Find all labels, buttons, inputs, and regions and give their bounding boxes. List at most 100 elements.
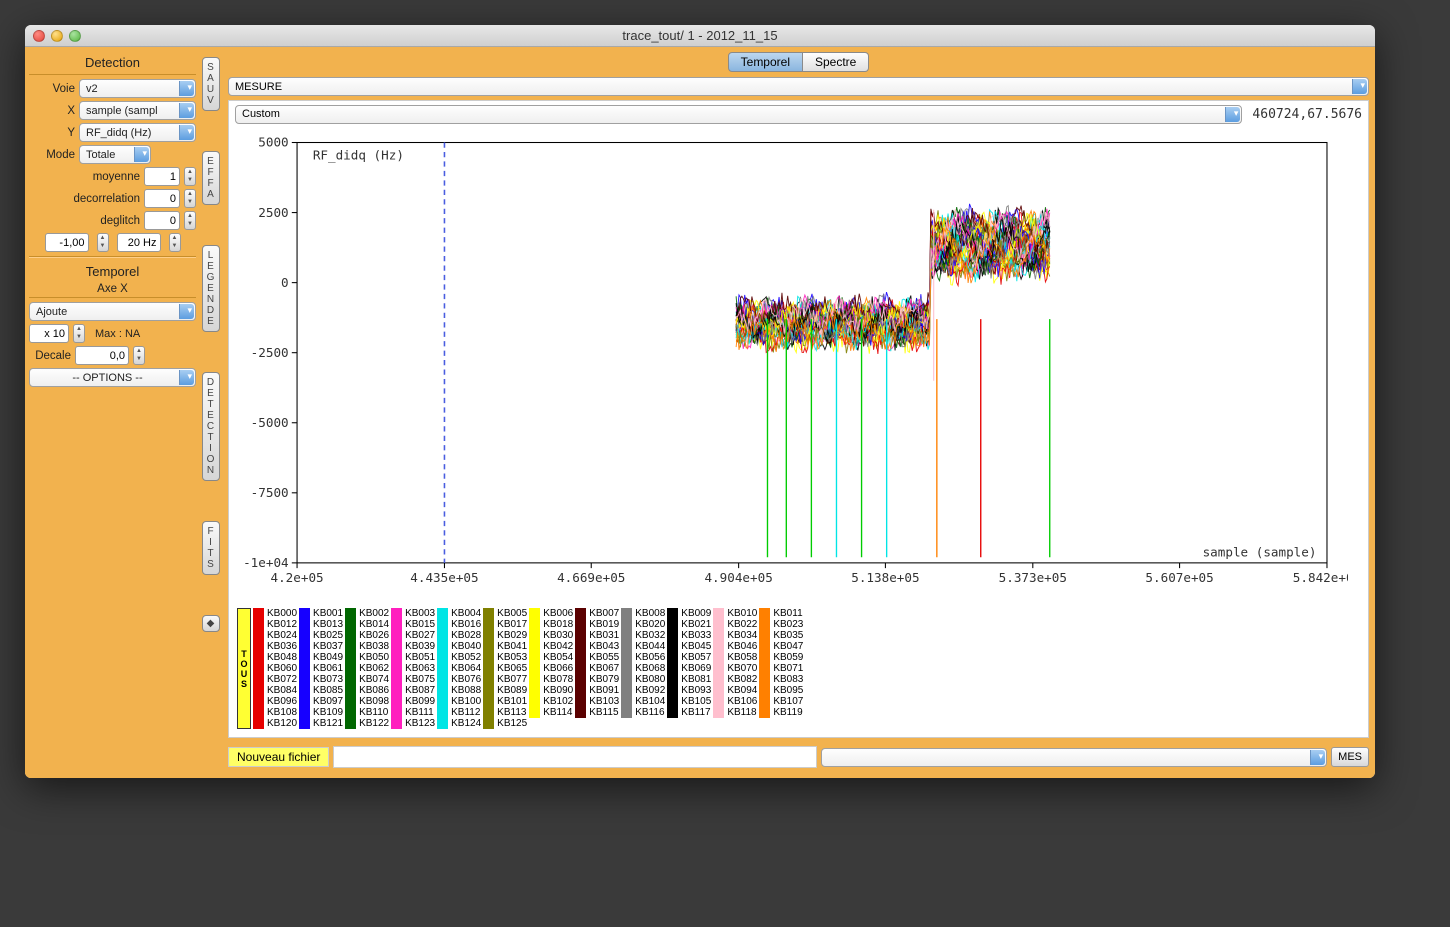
- legend-item[interactable]: KB033: [667, 630, 711, 641]
- legend-item[interactable]: KB026: [345, 630, 389, 641]
- deglitch-input[interactable]: [144, 211, 180, 230]
- legend-item[interactable]: KB001: [299, 608, 343, 619]
- options-select[interactable]: -- OPTIONS --: [29, 368, 196, 387]
- legend-item[interactable]: KB079: [575, 674, 619, 685]
- legend-item[interactable]: KB048: [253, 652, 297, 663]
- legend-item[interactable]: KB125: [483, 718, 527, 729]
- decorr-stepper[interactable]: ▲▼: [184, 189, 196, 208]
- legend-item[interactable]: KB106: [713, 696, 757, 707]
- legend-item[interactable]: KB123: [391, 718, 435, 729]
- moyenne-stepper[interactable]: ▲▼: [184, 167, 196, 186]
- filt1-input[interactable]: [45, 233, 89, 252]
- legend-item[interactable]: KB065: [483, 663, 527, 674]
- legend-item[interactable]: KB064: [437, 663, 481, 674]
- decorr-input[interactable]: [144, 189, 180, 208]
- custom-select[interactable]: Custom: [235, 105, 1242, 124]
- legende-button[interactable]: LEGENDE: [202, 245, 220, 332]
- legend-item[interactable]: KB010: [713, 608, 757, 619]
- legend-item[interactable]: KB082: [713, 674, 757, 685]
- legend-item[interactable]: KB081: [667, 674, 711, 685]
- voie-select[interactable]: v2: [79, 79, 196, 98]
- legend-item[interactable]: KB122: [345, 718, 389, 729]
- legend-item[interactable]: KB109: [299, 707, 343, 718]
- legend-item[interactable]: KB057: [667, 652, 711, 663]
- legend-item[interactable]: KB056: [621, 652, 665, 663]
- legend-item[interactable]: KB072: [253, 674, 297, 685]
- legend-item[interactable]: KB071: [759, 663, 803, 674]
- legend-item[interactable]: KB024: [253, 630, 297, 641]
- x10-stepper[interactable]: ▲▼: [73, 324, 85, 343]
- chart[interactable]: 500025000-2500-5000-7500-1e+044.2e+054.4…: [229, 127, 1368, 604]
- legend-item[interactable]: KB043: [575, 641, 619, 652]
- legend-item[interactable]: KB060: [253, 663, 297, 674]
- legend-item[interactable]: KB094: [713, 685, 757, 696]
- legend-item[interactable]: KB112: [437, 707, 481, 718]
- legend-item[interactable]: KB097: [299, 696, 343, 707]
- legend-item[interactable]: KB032: [621, 630, 665, 641]
- legend-item[interactable]: KB053: [483, 652, 527, 663]
- legend-item[interactable]: KB017: [483, 619, 527, 630]
- legend-item[interactable]: KB115: [575, 707, 619, 718]
- legend-item[interactable]: KB040: [437, 641, 481, 652]
- legend-item[interactable]: KB107: [759, 696, 803, 707]
- legend-item[interactable]: KB068: [621, 663, 665, 674]
- legend-item[interactable]: KB110: [345, 707, 389, 718]
- tab-spectre[interactable]: Spectre: [803, 52, 869, 72]
- legend-item[interactable]: KB046: [713, 641, 757, 652]
- legend-item[interactable]: KB035: [759, 630, 803, 641]
- mes-button[interactable]: MES: [1331, 747, 1369, 767]
- legend-item[interactable]: KB039: [391, 641, 435, 652]
- legend-item[interactable]: KB008: [621, 608, 665, 619]
- mesure-select[interactable]: MESURE: [228, 77, 1369, 96]
- legend-item[interactable]: KB013: [299, 619, 343, 630]
- legend-item[interactable]: KB014: [345, 619, 389, 630]
- mode-select[interactable]: Totale: [79, 145, 151, 164]
- sauv-button[interactable]: SAUV: [202, 57, 220, 111]
- legend-item[interactable]: KB098: [345, 696, 389, 707]
- legend-item[interactable]: KB077: [483, 674, 527, 685]
- legend-item[interactable]: KB021: [667, 619, 711, 630]
- legend-item[interactable]: KB000: [253, 608, 297, 619]
- legend-item[interactable]: KB038: [345, 641, 389, 652]
- legend-item[interactable]: KB061: [299, 663, 343, 674]
- legend-item[interactable]: KB002: [345, 608, 389, 619]
- unknown-button[interactable]: ◆: [202, 615, 220, 632]
- legend-item[interactable]: KB092: [621, 685, 665, 696]
- legend-item[interactable]: KB007: [575, 608, 619, 619]
- decale-input[interactable]: [75, 346, 129, 365]
- decale-stepper[interactable]: ▲▼: [133, 346, 145, 365]
- legend-item[interactable]: KB120: [253, 718, 297, 729]
- legend-item[interactable]: KB019: [575, 619, 619, 630]
- legend-item[interactable]: KB070: [713, 663, 757, 674]
- legend-item[interactable]: KB020: [621, 619, 665, 630]
- ajoute-select[interactable]: Ajoute: [29, 302, 196, 321]
- filt1-stepper[interactable]: ▲▼: [97, 233, 109, 252]
- legend-item[interactable]: KB054: [529, 652, 573, 663]
- legend-item[interactable]: KB111: [391, 707, 435, 718]
- x10-input[interactable]: [29, 324, 69, 343]
- legend-item[interactable]: KB067: [575, 663, 619, 674]
- legend-item[interactable]: KB037: [299, 641, 343, 652]
- legend-item[interactable]: KB022: [713, 619, 757, 630]
- legend-item[interactable]: KB058: [713, 652, 757, 663]
- legend-item[interactable]: KB108: [253, 707, 297, 718]
- legend-item[interactable]: KB031: [575, 630, 619, 641]
- y-select[interactable]: RF_didq (Hz): [79, 123, 196, 142]
- legend-item[interactable]: KB062: [345, 663, 389, 674]
- legend-item[interactable]: KB015: [391, 619, 435, 630]
- legend-item[interactable]: KB090: [529, 685, 573, 696]
- legend-item[interactable]: KB093: [667, 685, 711, 696]
- tous-button[interactable]: TOUS: [237, 608, 251, 729]
- legend-item[interactable]: KB052: [437, 652, 481, 663]
- legend-item[interactable]: KB084: [253, 685, 297, 696]
- legend-item[interactable]: KB025: [299, 630, 343, 641]
- legend-item[interactable]: KB030: [529, 630, 573, 641]
- legend-item[interactable]: KB009: [667, 608, 711, 619]
- legend-item[interactable]: KB003: [391, 608, 435, 619]
- legend-item[interactable]: KB023: [759, 619, 803, 630]
- legend-item[interactable]: KB103: [575, 696, 619, 707]
- x-select[interactable]: sample (sampl: [79, 101, 196, 120]
- legend-item[interactable]: KB073: [299, 674, 343, 685]
- legend-item[interactable]: KB113: [483, 707, 527, 718]
- legend-item[interactable]: KB005: [483, 608, 527, 619]
